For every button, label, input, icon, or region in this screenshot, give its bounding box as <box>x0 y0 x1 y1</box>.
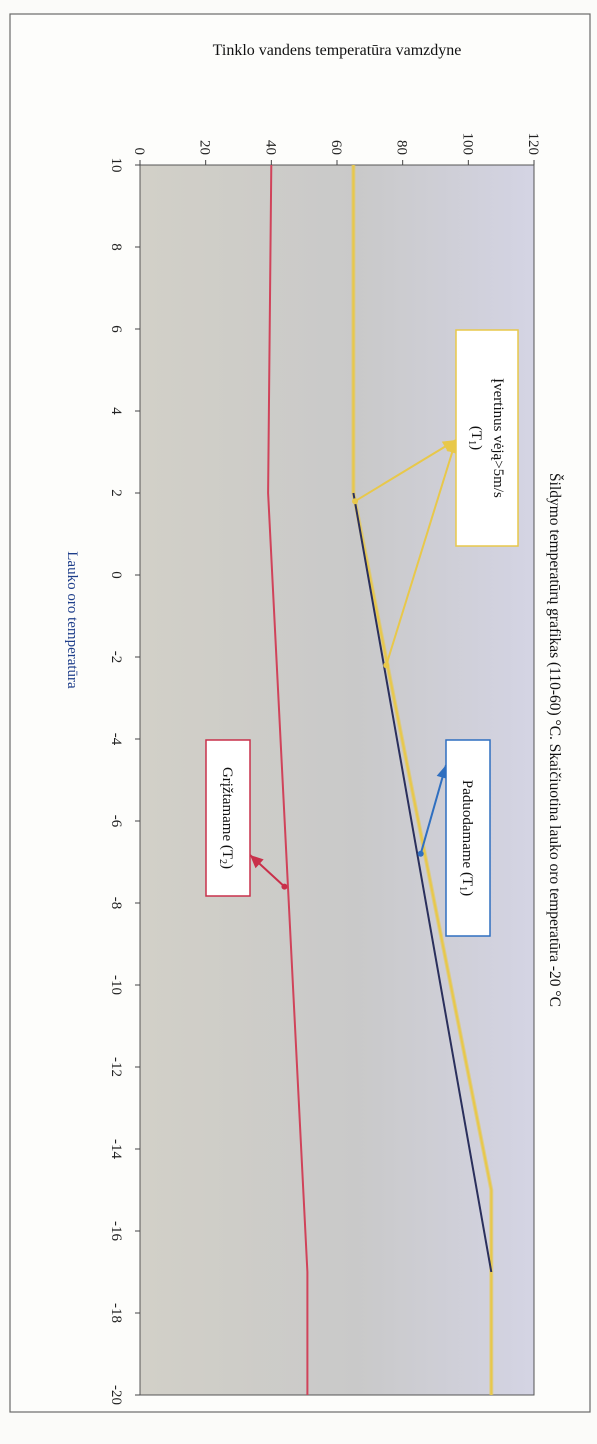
x-axis-label: Lauko oro temperatūra <box>64 551 80 689</box>
x-tick-label: -18 <box>108 1303 124 1323</box>
x-tick-label: 8 <box>108 243 124 251</box>
series-wind-line <box>352 165 493 1395</box>
y-tick-label: 20 <box>197 140 213 155</box>
y-tick-label: 100 <box>459 133 475 156</box>
x-tick-label: -4 <box>108 733 124 746</box>
x-tick-label: -10 <box>108 975 124 995</box>
x-tick-label: 2 <box>108 489 124 497</box>
annotation-wind-arrow-line <box>385 439 457 666</box>
x-tick-label: -2 <box>108 651 124 664</box>
annotation-wind-label: Įvertinus vėją>5m/s <box>490 378 506 498</box>
annotation-return-box <box>205 739 251 897</box>
annotation-return-dot <box>281 883 288 890</box>
series-return-line <box>267 164 309 1395</box>
chart-title: Šildymo temperatūrų grafikas (110-60) °C… <box>546 473 563 1007</box>
x-tick-label: 6 <box>108 325 124 333</box>
annotations: Įvertinus vėją>5m/s (T1) Paduodamame (T1) G… <box>205 329 519 937</box>
y-tick-label: 80 <box>394 140 410 155</box>
annotation-wind-dot <box>383 662 390 669</box>
x-tick-label: -16 <box>108 1221 124 1241</box>
y-axis-label: Tinklo vandens temperatūra vamzdyne <box>213 42 462 59</box>
annotation-supply-label: Paduodamame (T1) <box>457 780 475 896</box>
annotation-supply-box <box>445 739 491 937</box>
x-tick-label: -14 <box>108 1139 124 1159</box>
y-axis: 0 20 40 60 80 100 120 <box>131 133 541 165</box>
series-layer <box>267 164 494 1395</box>
y-tick-label: 120 <box>525 133 541 156</box>
annotation-supply-arrow-line <box>419 764 447 855</box>
annotation-wind-arrow-head <box>446 440 458 455</box>
x-tick-label: -6 <box>108 815 124 828</box>
x-tick-label: 4 <box>108 407 124 415</box>
x-tick-label: -20 <box>108 1385 124 1405</box>
annotation-wind-box <box>455 329 519 547</box>
annotation-return-label: Grįžtamame (T2) <box>217 767 235 869</box>
x-tick-label: 0 <box>108 571 124 579</box>
annotation-supply-dot <box>417 850 424 857</box>
x-tick-label: -8 <box>108 897 124 910</box>
series-supply-line <box>352 492 493 1273</box>
annotation-wind-arrow-head <box>441 440 456 452</box>
y-tick-label: 40 <box>262 140 278 155</box>
annotation-return-arrow-head <box>250 855 264 869</box>
x-tick-label: -12 <box>108 1057 124 1077</box>
x-tick-label: 10 <box>108 158 124 173</box>
annotation-wind-arrow-line <box>354 439 457 503</box>
annotation-wind-label-sub: (T1) <box>466 426 484 450</box>
y-tick-label: 0 <box>131 148 147 156</box>
annotation-wind-dot <box>352 498 359 505</box>
x-axis: 10 8 6 4 2 0 -2 -4 -6 -8 -10 -12 -14 -16 -18 -20 <box>108 158 140 1405</box>
y-tick-label: 60 <box>328 140 344 155</box>
